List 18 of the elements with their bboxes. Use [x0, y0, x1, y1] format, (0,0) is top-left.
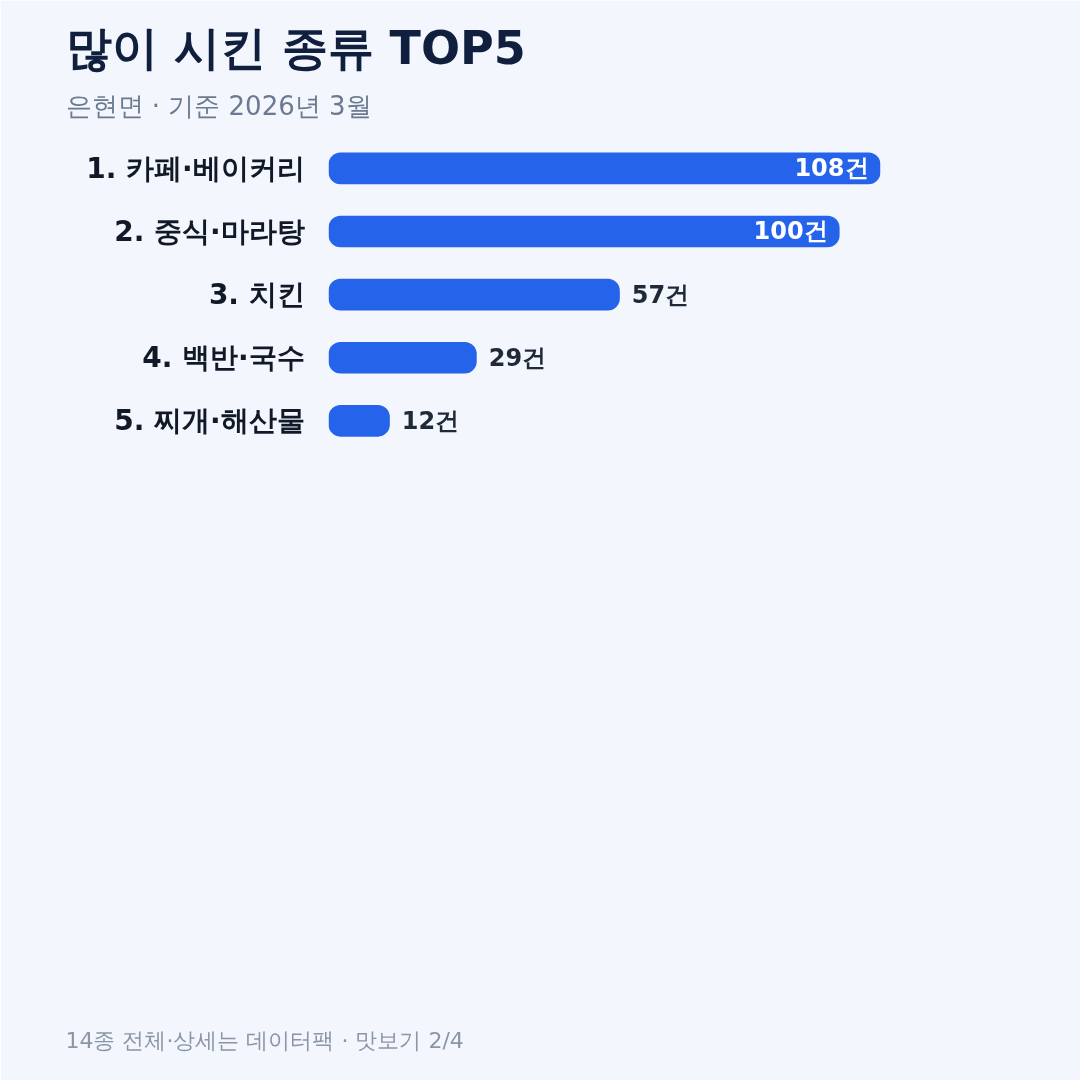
data-label: 100건 — [753, 217, 828, 246]
y-tick-label: 1. 카페·베이커리 — [86, 151, 305, 185]
bar — [328, 341, 477, 374]
y-tick-label: 3. 치킨 — [208, 278, 305, 312]
data-label: 12건 — [401, 406, 460, 435]
data-label: 57건 — [631, 280, 690, 309]
y-tick-label: 4. 백반·국수 — [142, 341, 305, 375]
y-tick-label: 5. 찌개·해산물 — [114, 404, 305, 438]
data-label: 108건 — [794, 154, 869, 183]
chart-title: 많이 시킨 종류 TOP5 — [65, 20, 526, 75]
bar — [328, 405, 390, 437]
y-tick-label: 2. 중식·마라탕 — [114, 214, 305, 248]
text: 14종 전체·상세는 데이터팩 · 맛보기 2/4 — [65, 1027, 464, 1053]
chart-subtitle: 은현면 · 기준 2026년 3월 — [65, 90, 372, 121]
bar — [328, 278, 620, 311]
data-label: 29건 — [488, 343, 547, 372]
bar — [328, 152, 881, 185]
bar — [328, 215, 840, 248]
